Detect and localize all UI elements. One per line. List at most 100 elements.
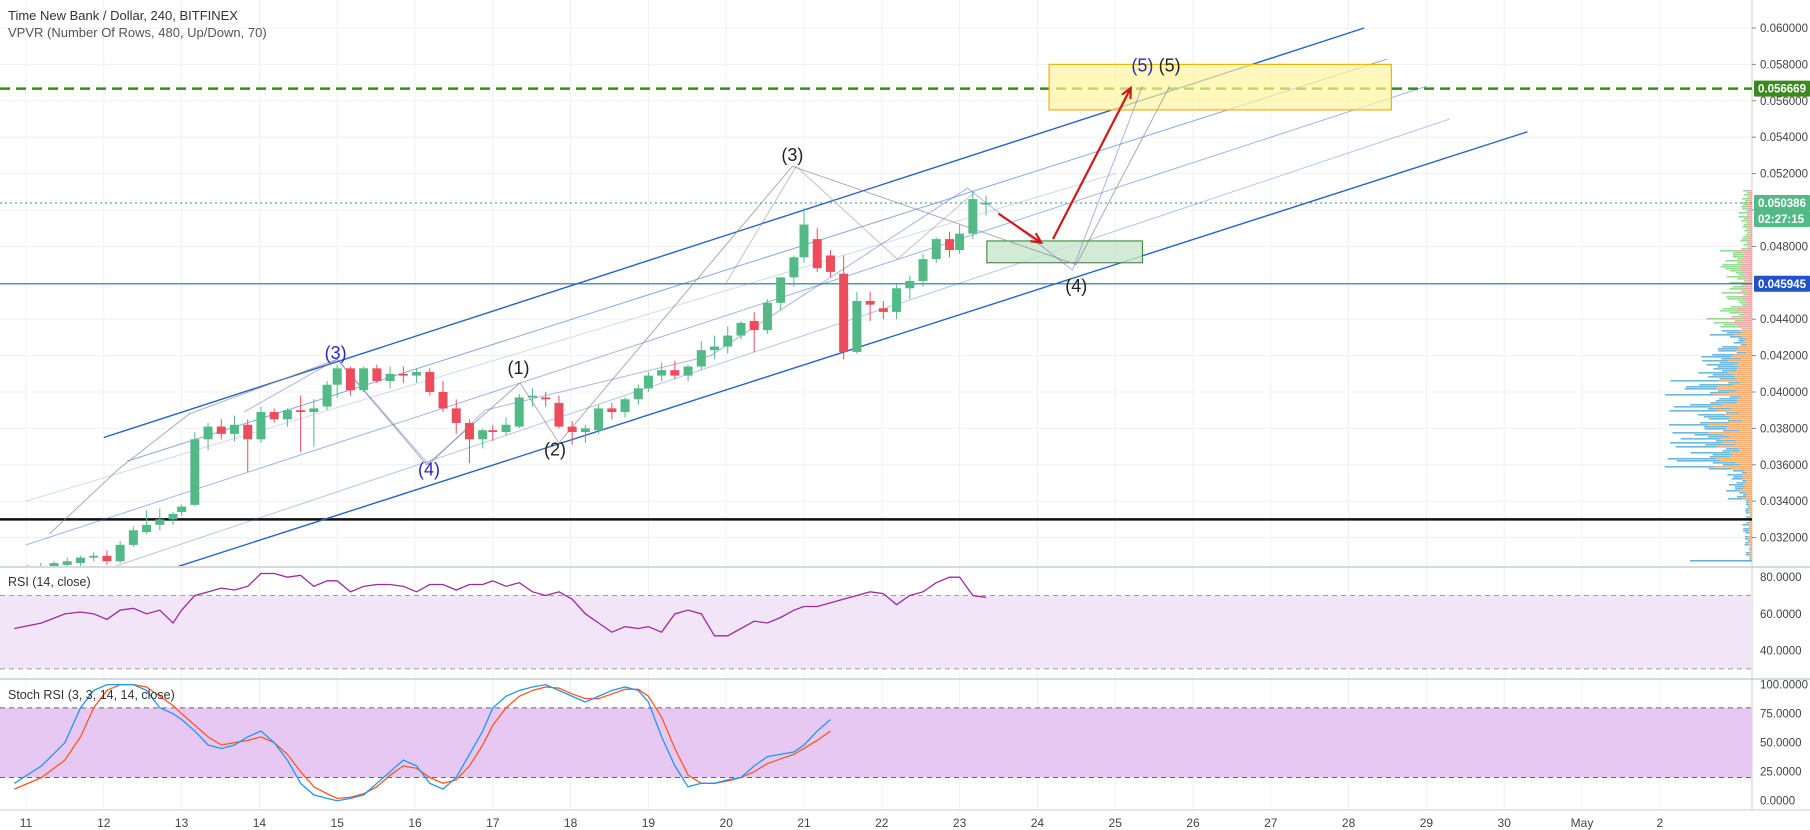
vpvr-bar-down	[1749, 192, 1752, 194]
vpvr-bar-down	[1746, 304, 1752, 306]
vpvr-bar-down	[1740, 430, 1752, 432]
candle-up	[155, 508, 165, 531]
vpvr-bar-up	[1731, 478, 1743, 480]
vpvr-bar-down	[1741, 264, 1752, 266]
candle-down	[296, 395, 306, 453]
vpvr-bar-down	[1738, 362, 1752, 364]
stoch-tick-label: 25.0000	[1760, 767, 1802, 779]
candle-down	[567, 421, 577, 445]
vpvr-bar-up	[1738, 340, 1745, 342]
candle-down	[345, 366, 355, 396]
vpvr-bar-up	[1725, 268, 1741, 270]
candle-body	[62, 561, 72, 565]
vpvr-bar-up	[1746, 210, 1749, 212]
vpvr-bar-down	[1748, 280, 1752, 282]
vpvr-bar-down	[1746, 206, 1752, 208]
candle-down	[554, 395, 564, 429]
candle-down	[749, 311, 759, 352]
vpvr-bar-down	[1748, 512, 1752, 514]
vpvr-bar-down	[1725, 414, 1752, 416]
price-tick-label: 0.034000	[1760, 496, 1808, 508]
vpvr-bar-up	[1741, 220, 1747, 222]
vpvr-bar-down	[1741, 288, 1752, 290]
vpvr-bar-up	[1703, 416, 1731, 418]
vpvr-bar-down	[1750, 506, 1752, 508]
vpvr-bar-down	[1736, 390, 1752, 392]
vpvr-bar-down	[1748, 528, 1752, 530]
vpvr-bar-down	[1729, 392, 1752, 394]
rsi-pane[interactable]	[0, 572, 1752, 670]
candle-down	[607, 402, 617, 420]
rsi-label: RSI (14, close)	[8, 575, 91, 589]
wave-path-count	[48, 86, 1171, 535]
candle-body	[296, 410, 306, 413]
trend-drawings[interactable]	[25, 27, 1528, 583]
vpvr-bar-down	[1737, 368, 1752, 370]
time-tick-label: 17	[486, 816, 500, 830]
vpvr-bar-down	[1719, 438, 1752, 440]
candle-down	[243, 419, 253, 473]
candle-body	[905, 280, 915, 289]
vpvr-bar-down	[1718, 380, 1752, 382]
vpvr-bar-down	[1750, 520, 1752, 522]
vpvr-bar-down	[1748, 508, 1752, 510]
vpvr-bar-down	[1751, 514, 1752, 516]
vpvr-bar-down	[1746, 202, 1752, 204]
vpvr-bar-up	[1664, 394, 1714, 396]
vpvr-bar-down	[1737, 400, 1752, 402]
stoch-d-line	[14, 683, 831, 800]
rsi-tick-label: 80.0000	[1760, 572, 1802, 584]
vpvr-bar-up	[1741, 328, 1748, 330]
candle-up	[527, 388, 537, 407]
vpvr-bar-down	[1748, 536, 1752, 538]
vpvr-bar-down	[1749, 522, 1752, 524]
candle-up	[892, 284, 902, 320]
candle-up	[89, 552, 99, 562]
vpvr-bar-down	[1740, 270, 1752, 272]
vpvr-bar-up	[1721, 330, 1740, 332]
vpvr-bar-up	[1708, 468, 1732, 470]
stoch-tick-label: 75.0000	[1760, 709, 1802, 721]
vpvr-bar-up	[1719, 310, 1735, 312]
countdown-badge: 02:27:15	[1758, 214, 1805, 226]
candle-body	[49, 563, 59, 566]
time-tick-label: 2	[1656, 816, 1663, 830]
time-axis[interactable]: 11 12 13 14 15 16 17 18 19 20 21 22 23 24 25 26 27 28 29 30…	[20, 816, 1664, 830]
vpvr-bar-up	[1709, 456, 1730, 458]
time-tick-label: May	[1571, 816, 1594, 830]
vpvr-bar-down	[1742, 474, 1752, 476]
candle-up	[203, 422, 213, 451]
vpvr-bar-up	[1743, 236, 1748, 238]
vpvr-bar-up	[1664, 466, 1715, 468]
vpvr-bar-up	[1708, 418, 1729, 420]
vpvr-bar-up	[1736, 482, 1747, 484]
candle-body	[89, 555, 99, 558]
vpvr-bar-down	[1750, 550, 1752, 552]
candle-body	[931, 239, 941, 260]
candle-up	[633, 384, 643, 405]
price-axis[interactable]: 0.060000 0.058000 0.056000 0.054000 0.052000…	[1752, 23, 1808, 808]
candle-up	[282, 408, 292, 427]
candle-down	[102, 550, 112, 565]
candle-down	[464, 419, 474, 463]
time-tick-label: 11	[20, 816, 33, 830]
vpvr-bar-up	[1741, 284, 1749, 286]
vpvr-bar-up	[1722, 264, 1742, 266]
vpvr-bar-down	[1708, 424, 1752, 426]
vpvr-bar-down	[1721, 460, 1752, 462]
vpvr-bar-up	[1726, 490, 1740, 492]
vpvr-bar-up	[1722, 464, 1741, 466]
time-tick-label: 30	[1498, 816, 1512, 830]
vpvr-bar-down	[1750, 548, 1752, 550]
vpvr-bar-up	[1742, 226, 1748, 228]
vpvr-bar-down	[1750, 534, 1752, 536]
candle-down	[438, 381, 448, 413]
stoch-rsi-pane[interactable]	[0, 683, 1752, 802]
vpvr-bar-down	[1713, 394, 1752, 396]
time-tick-label: 15	[331, 816, 345, 830]
vpvr-bar-up	[1741, 472, 1748, 474]
candle-up	[696, 341, 706, 371]
candle-up	[190, 432, 200, 507]
candle-up	[981, 195, 991, 216]
